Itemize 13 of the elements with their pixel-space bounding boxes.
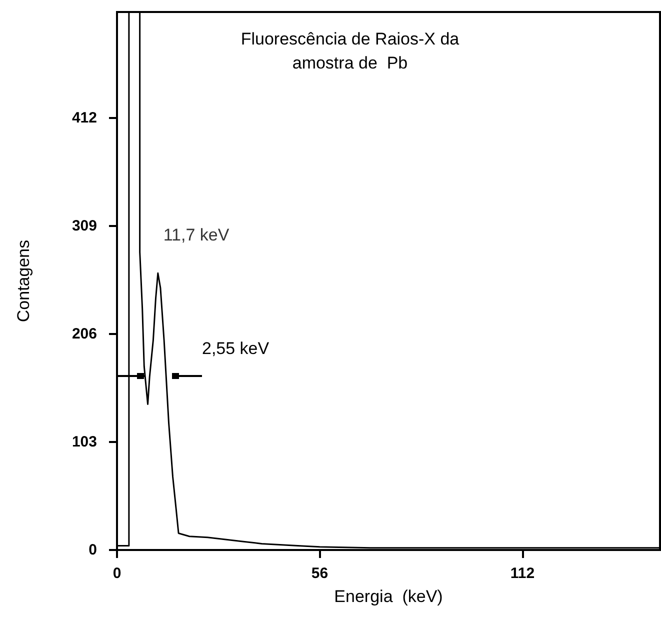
y-axis-title: Contagens (14, 240, 33, 322)
annotation: 11,7 keV (163, 226, 230, 245)
y-tick-label: 0 (88, 542, 97, 558)
x-tick-label: 0 (112, 565, 122, 582)
x-tick-label: 56 (311, 565, 328, 582)
y-tick-label: 206 (72, 325, 97, 342)
y-tick-label: 309 (72, 217, 97, 234)
text: Fluorescência de Raios-X da amostra de Pb (240, 30, 460, 72)
y-tick-label: 412 (72, 109, 97, 126)
y-tick-label: 103 (72, 433, 97, 450)
x-tick-label: 112 (510, 565, 535, 582)
x-axis-title: Energia (keV) (334, 587, 443, 606)
annotation: 2,55 keV (202, 339, 270, 358)
